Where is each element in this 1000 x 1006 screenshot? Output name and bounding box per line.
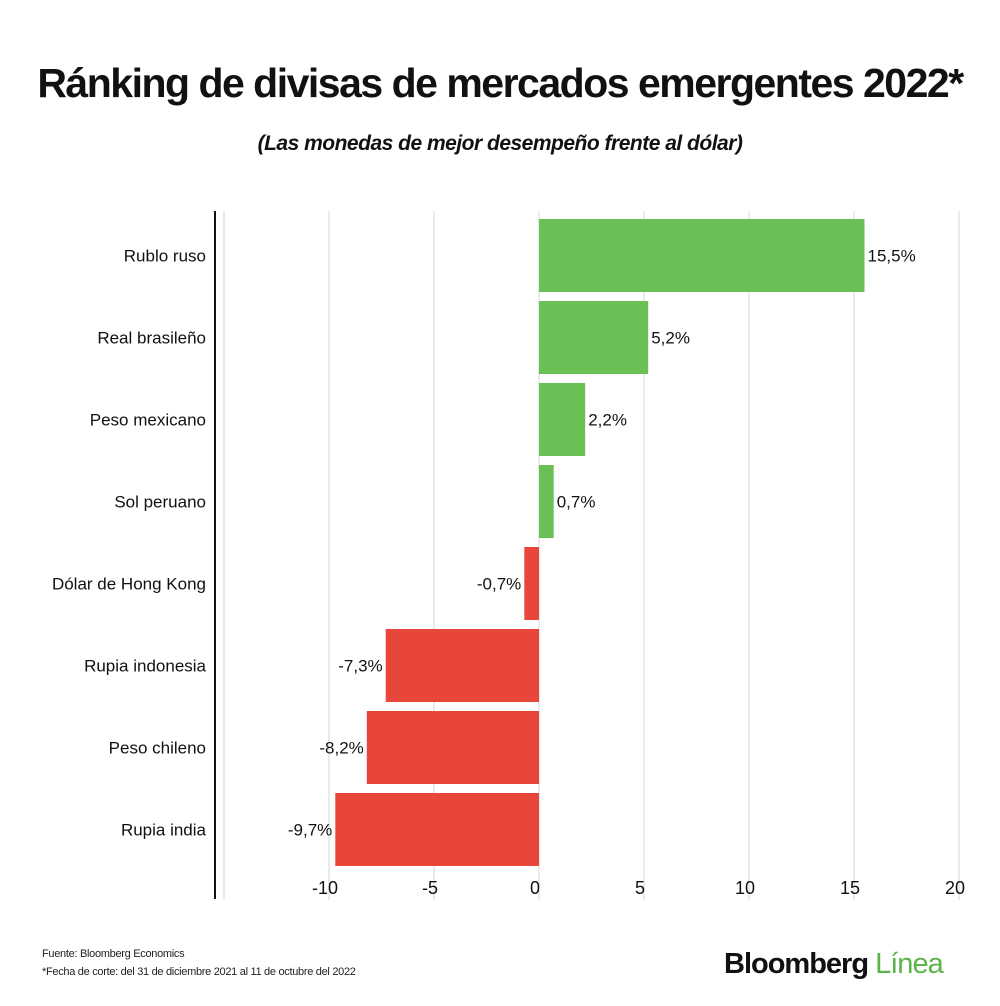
x-tick-label: 10 [735,878,755,898]
data-label: 2,2% [588,411,627,430]
bloomberg-linea-logo: Bloomberg Línea [724,948,944,981]
category-label: Peso chileno [109,739,206,758]
bar [539,219,865,292]
x-tick-label: 0 [530,878,540,898]
bar [524,547,539,620]
data-label: 15,5% [868,247,916,266]
bar [539,383,586,456]
category-label: Dólar de Hong Kong [52,575,206,594]
data-label: -0,7% [477,575,521,594]
bar [539,301,649,374]
data-label: -8,2% [319,739,363,758]
data-label: -9,7% [288,821,332,840]
category-label: Real brasileño [97,329,206,348]
logo-text-linea: Línea [875,948,944,980]
category-label: Peso mexicano [90,411,206,430]
date-note: *Fecha de corte: del 31 de diciembre 202… [42,966,356,978]
category-label: Sol peruano [114,493,206,512]
chart-subtitle: (Las monedas de mejor desempeño frente a… [257,132,743,155]
x-tick-label: 5 [635,878,645,898]
bar [385,629,539,702]
category-label: Rupia indonesia [84,657,206,676]
bar [539,465,554,538]
chart-title: Ránking de divisas de mercados emergente… [37,60,964,106]
bar [335,793,539,866]
category-label: Rupia india [121,821,207,840]
source-note: Fuente: Bloomberg Economics [42,948,185,960]
x-tick-label: 15 [840,878,860,898]
bar [366,711,539,784]
data-label: 5,2% [651,329,690,348]
logo-text-bloomberg: Bloomberg [724,948,869,980]
x-tick-label: -10 [312,878,338,898]
x-tick-label: 20 [945,878,965,898]
category-label: Rublo ruso [124,247,206,266]
data-label: 0,7% [557,493,596,512]
x-tick-label: -5 [422,878,438,898]
data-label: -7,3% [338,657,382,676]
